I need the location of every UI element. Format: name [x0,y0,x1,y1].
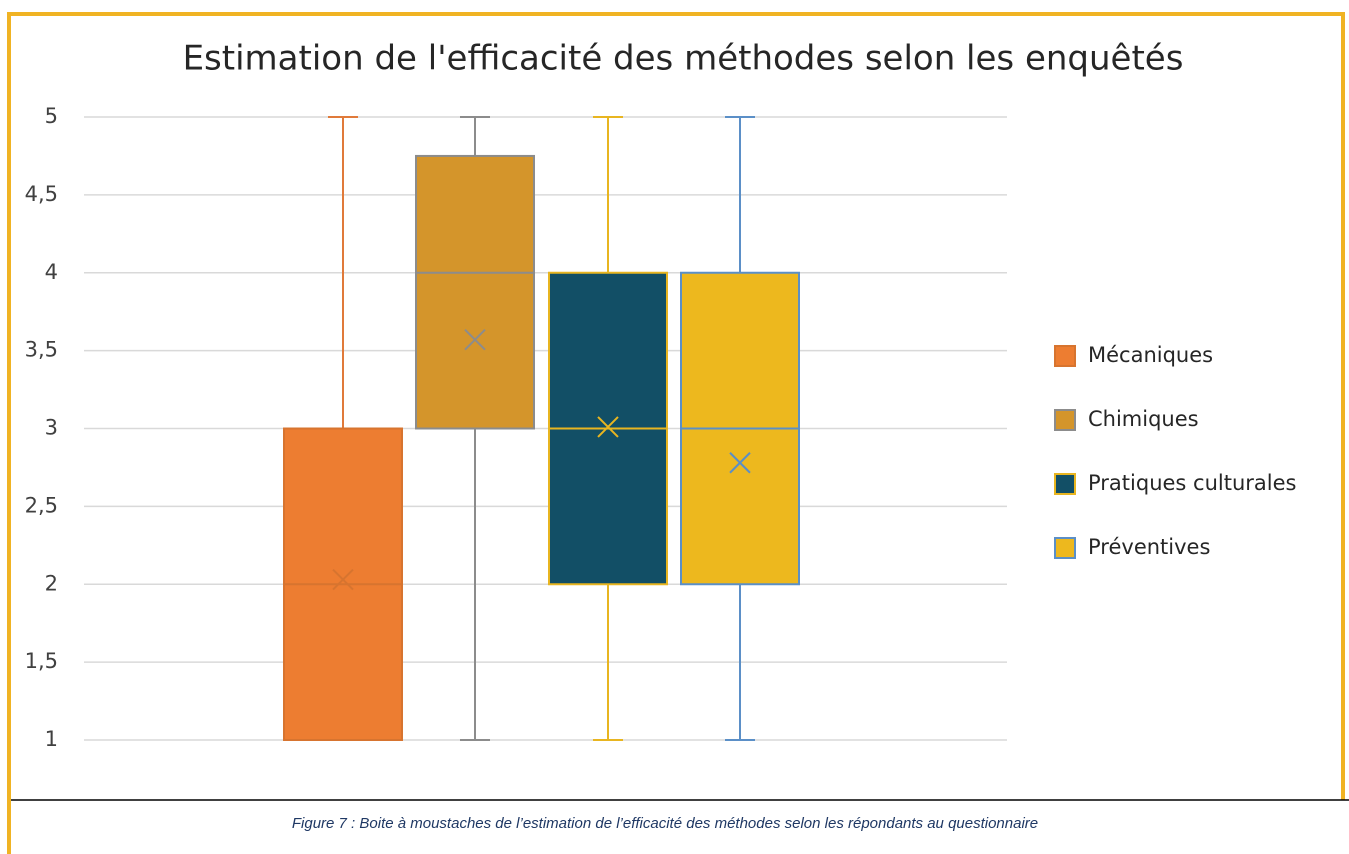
legend-label: Pratiques culturales [1088,471,1296,495]
mean-marker [597,416,619,438]
chart-title: Estimation de l'efficacité des méthodes … [183,39,1184,79]
y-tick-label: 5 [45,104,58,128]
y-tick-label: 3,5 [25,338,58,362]
caption: Figure 7 : Boite à moustaches de l’estim… [292,815,1038,832]
legend-swatch [1054,345,1076,367]
legend-label: Chimiques [1088,407,1199,431]
box [415,154,535,430]
y-tick-label: 1 [45,727,58,751]
y-tick-label: 3 [45,416,58,440]
y-tick-label: 2 [45,571,58,595]
y-tick-label: 4,5 [25,182,58,206]
legend-label: Préventives [1088,535,1210,559]
mean-marker [729,452,751,474]
legend-swatch [1054,473,1076,495]
legend-swatch [1054,537,1076,559]
y-tick-label: 2,5 [25,493,58,517]
legend-label: Mécaniques [1088,343,1213,367]
legend-swatch [1054,409,1076,431]
y-tick-label: 4 [45,260,58,284]
mean-marker [332,568,354,591]
y-tick-label: 1,5 [25,649,58,673]
mean-marker [464,329,486,351]
